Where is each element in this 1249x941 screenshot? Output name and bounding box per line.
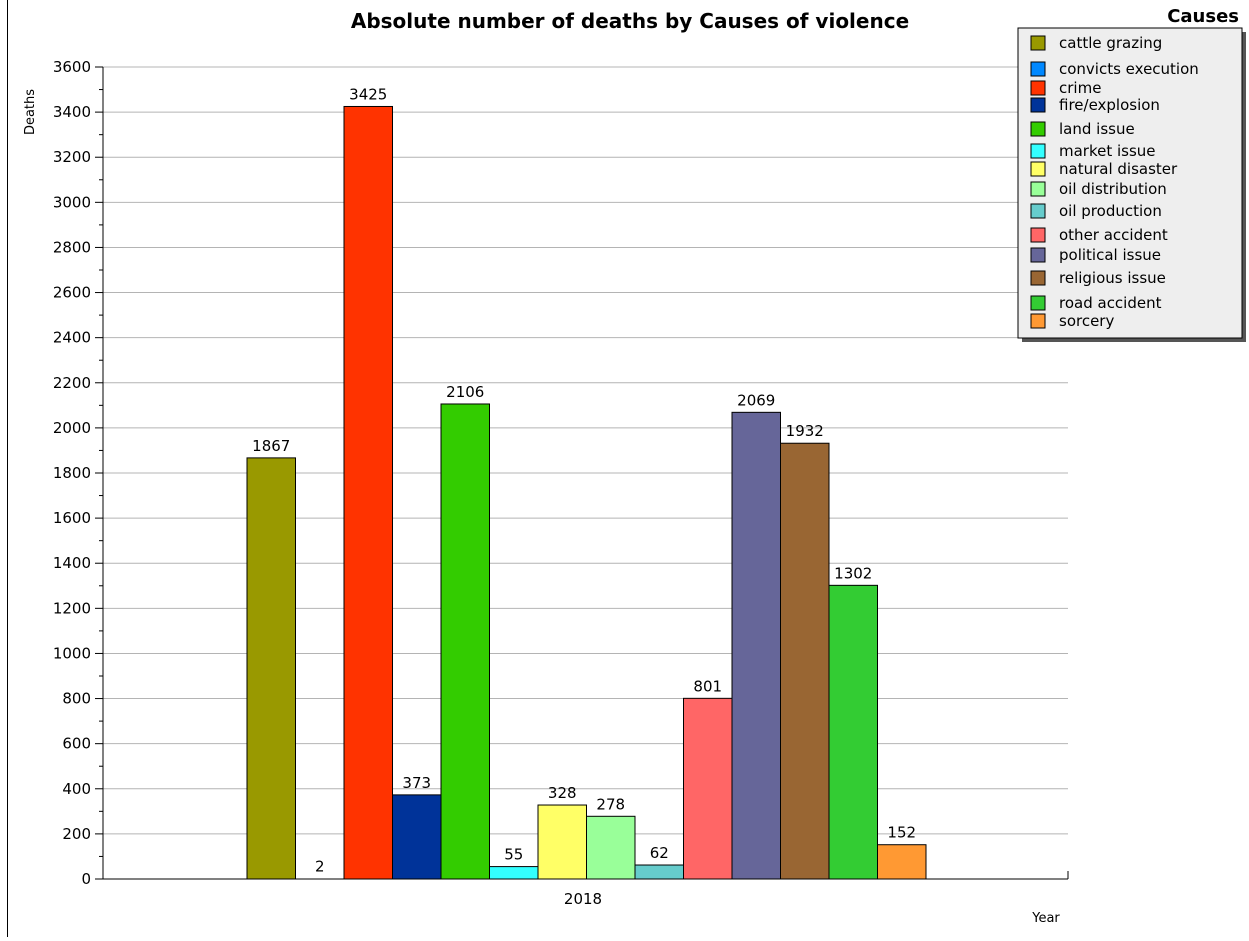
bar-land-issue xyxy=(440,403,490,880)
legend-swatch xyxy=(1030,313,1046,329)
bar-value-label: 1932 xyxy=(786,422,824,440)
legend-swatch xyxy=(1030,121,1046,137)
bars: 1867 2 3425 373 2106 55 328 278 62 801 2069 1932 130… xyxy=(246,85,927,880)
legend-swatch xyxy=(1030,270,1046,286)
bar-cattle-grazing xyxy=(246,457,296,880)
legend-swatch xyxy=(1030,247,1046,263)
y-tick-label: 200 xyxy=(62,825,91,843)
legend-swatch xyxy=(1030,61,1046,77)
legend-swatch xyxy=(1030,227,1046,243)
legend-box xyxy=(1017,27,1243,339)
bar-value-label: 2106 xyxy=(446,383,484,401)
legend-items: cattle grazing convicts executioncrimefir… xyxy=(1030,34,1199,330)
legend-label: fire/explosion xyxy=(1059,96,1160,114)
y-tick-label: 1800 xyxy=(53,464,91,482)
legend-label: other accident xyxy=(1059,226,1168,244)
y-tick-label: 3000 xyxy=(53,193,91,211)
y-tick-label: 1400 xyxy=(53,554,91,572)
bar-oil-distribution xyxy=(586,815,636,880)
legend-label: convicts execution xyxy=(1059,60,1199,78)
bar-value-label: 55 xyxy=(504,846,523,864)
legend-swatch xyxy=(1030,295,1046,311)
bar-fire-explosion xyxy=(392,794,442,880)
legend-label: oil production xyxy=(1059,202,1162,220)
bar-crime xyxy=(343,105,393,880)
bar-road-accident xyxy=(828,584,878,880)
bar-value-label: 328 xyxy=(548,784,577,802)
y-tick-label: 1600 xyxy=(53,509,91,527)
legend: Causes cattle grazing convicts executionc… xyxy=(1017,6,1246,342)
y-axis-label: Deaths xyxy=(23,89,38,135)
y-tick-label: 1200 xyxy=(53,599,91,617)
bar-value-label: 2069 xyxy=(737,391,775,409)
y-tick-label: 2200 xyxy=(53,374,91,392)
bar-natural-disaster xyxy=(537,804,587,880)
y-tick-label: 3200 xyxy=(53,148,91,166)
legend-swatch xyxy=(1030,181,1046,197)
bar-other-accident xyxy=(683,697,733,880)
bar-political-issue xyxy=(731,411,781,880)
bar-value-label: 152 xyxy=(887,824,916,842)
legend-label: sorcery xyxy=(1059,312,1114,330)
y-tick-label: 1000 xyxy=(53,644,91,662)
bar-value-label: 373 xyxy=(402,774,431,792)
bar-value-label: 62 xyxy=(650,844,669,862)
legend-label: road accident xyxy=(1059,294,1162,312)
x-axis-label: Year xyxy=(1031,911,1060,926)
y-tick-label: 2400 xyxy=(53,329,91,347)
page-left-border xyxy=(7,0,8,937)
legend-swatch xyxy=(1030,35,1046,51)
gridlines xyxy=(103,66,1068,835)
y-tick-label: 800 xyxy=(62,690,91,708)
axes xyxy=(95,66,1069,880)
legend-label: crime xyxy=(1059,79,1101,97)
legend-swatch xyxy=(1030,161,1046,177)
legend-title: Causes xyxy=(1167,6,1239,27)
legend-label: land issue xyxy=(1059,120,1135,138)
bar-religious-issue xyxy=(780,442,830,880)
bar-value-label: 801 xyxy=(693,677,722,695)
legend-swatch xyxy=(1030,80,1046,96)
x-tick-label: 2018 xyxy=(564,890,602,908)
bar-value-label: 2 xyxy=(315,858,325,876)
y-tick-label: 400 xyxy=(62,780,91,798)
bar-value-label: 3425 xyxy=(349,85,387,103)
bar-oil-production xyxy=(634,864,684,880)
legend-swatch xyxy=(1030,203,1046,219)
y-tick-label: 2600 xyxy=(53,284,91,302)
y-tick-label: 0 xyxy=(81,870,91,888)
bar-sorcery xyxy=(877,844,927,880)
chart-title: Absolute number of deaths by Causes of v… xyxy=(351,9,909,33)
y-tick-label: 2000 xyxy=(53,419,91,437)
legend-label: cattle grazing xyxy=(1059,34,1162,52)
legend-swatch xyxy=(1030,97,1046,113)
legend-label: natural disaster xyxy=(1059,160,1178,178)
bar-value-label: 1302 xyxy=(834,564,872,582)
bar-value-label: 1867 xyxy=(252,437,290,455)
y-tick-labels: 0 200 400 600 800 1000 1200 1400 1600 1800 2000 220… xyxy=(53,58,91,888)
legend-label: political issue xyxy=(1059,246,1161,264)
bar-market-issue xyxy=(489,866,539,880)
legend-swatch xyxy=(1030,143,1046,159)
y-tick-label: 2800 xyxy=(53,238,91,256)
y-tick-label: 600 xyxy=(62,735,91,753)
legend-label: market issue xyxy=(1059,142,1156,160)
legend-label: religious issue xyxy=(1059,269,1166,287)
y-tick-label: 3600 xyxy=(53,58,91,76)
x-tick-labels: 2018 xyxy=(564,890,602,908)
y-tick-label: 3400 xyxy=(53,103,91,121)
legend-label: oil distribution xyxy=(1059,180,1167,198)
bar-value-label: 278 xyxy=(596,795,625,813)
